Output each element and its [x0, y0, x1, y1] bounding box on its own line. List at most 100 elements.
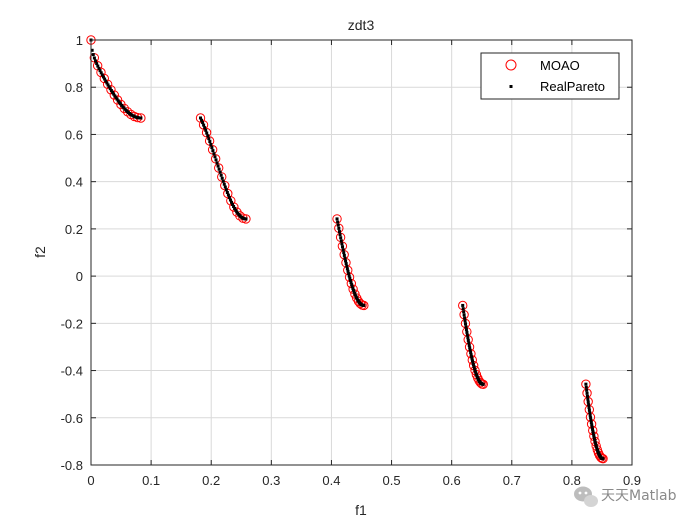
axes-box — [90, 39, 633, 466]
realpareto-point — [98, 69, 102, 73]
realpareto-point — [204, 128, 208, 132]
legend-box — [480, 52, 620, 100]
moao-point — [106, 85, 116, 95]
realpareto-point — [341, 245, 345, 249]
realpareto-point — [589, 416, 593, 420]
plot-area — [91, 40, 632, 465]
realpareto-point — [592, 437, 596, 441]
realpareto-point — [589, 418, 593, 422]
realpareto-point — [349, 281, 353, 285]
realpareto-point — [225, 191, 229, 195]
realpareto-point — [465, 333, 469, 337]
x-tick-label: 0 — [87, 473, 94, 488]
moao-point — [217, 172, 227, 182]
realpareto-point — [472, 364, 476, 368]
x-tick-label: 0.9 — [623, 473, 641, 488]
realpareto-point — [244, 217, 248, 221]
realpareto-point — [342, 253, 346, 257]
realpareto-point — [95, 62, 99, 66]
realpareto-point — [584, 385, 588, 389]
realpareto-point — [468, 346, 472, 350]
realpareto-point — [587, 403, 591, 407]
realpareto-point — [212, 152, 216, 156]
y-tick-label: 1 — [76, 33, 83, 48]
realpareto-point — [341, 248, 345, 252]
legend: MOAO RealPareto — [480, 52, 620, 100]
realpareto-point — [215, 161, 219, 165]
realpareto-point — [589, 421, 593, 425]
x-tick-label: 0.1 — [142, 473, 160, 488]
realpareto-point — [590, 423, 594, 427]
y-axis-title: f2 — [32, 246, 48, 258]
realpareto-point — [336, 220, 340, 224]
realpareto-point — [232, 205, 236, 209]
moao-point — [220, 180, 230, 191]
realpareto-point — [593, 440, 597, 444]
realpareto-point — [109, 89, 113, 93]
y-tick-label: 0.4 — [65, 175, 83, 190]
realpareto-point — [351, 286, 355, 290]
realpareto-point — [206, 134, 210, 138]
realpareto-point — [469, 350, 473, 354]
y-tick-label: -0.8 — [61, 458, 83, 473]
realpareto-point — [221, 179, 225, 183]
realpareto-point — [90, 48, 94, 52]
realpareto-point — [227, 196, 231, 200]
realpareto-point — [590, 425, 594, 429]
realpareto-point — [469, 353, 473, 357]
x-axis-ticks: 0 0.1 0.2 0.3 0.4 0.5 0.6 0.7 0.8 0.9 — [87, 40, 641, 488]
moao-point — [96, 67, 106, 78]
realpareto-point — [464, 322, 468, 326]
realpareto-point — [337, 226, 341, 230]
realpareto-point — [228, 198, 232, 202]
chart-title: zdt3 — [348, 17, 375, 33]
realpareto-point — [230, 200, 234, 204]
realpareto-point — [585, 394, 589, 398]
realpareto-point — [222, 182, 226, 186]
realpareto-point — [348, 276, 352, 280]
realpareto-point — [339, 236, 343, 240]
realpareto-point — [585, 391, 589, 395]
realpareto-point — [91, 53, 95, 57]
realpareto-point — [463, 319, 467, 323]
realpareto-point — [471, 363, 475, 367]
y-tick-label: 0.6 — [65, 127, 83, 142]
x-tick-label: 0.3 — [262, 473, 280, 488]
realpareto-point — [202, 123, 206, 127]
realpareto-point — [339, 239, 343, 243]
moao-point — [122, 107, 133, 117]
realpareto-point — [106, 83, 110, 87]
realpareto-point — [223, 185, 227, 189]
realpareto-point — [344, 262, 348, 266]
realpareto-point — [217, 167, 221, 171]
x-tick-label: 0.8 — [563, 473, 581, 488]
realpareto-point — [108, 87, 112, 91]
realpareto-point — [586, 397, 590, 401]
realpareto-point — [467, 341, 471, 345]
moao-point — [596, 452, 606, 462]
realpareto-point — [203, 126, 207, 130]
realpareto-point — [465, 330, 469, 334]
moao-point — [235, 211, 245, 221]
legend-marker-realpareto — [509, 85, 513, 88]
realpareto-point — [473, 368, 477, 372]
realpareto-point — [466, 338, 470, 342]
realpareto-point — [113, 94, 117, 98]
realpareto-point — [338, 233, 342, 237]
realpareto-point — [210, 146, 214, 150]
realpareto-point — [470, 357, 474, 361]
realpareto-point — [97, 66, 101, 70]
realpareto-point — [139, 116, 143, 120]
realpareto-point — [104, 79, 108, 83]
legend-label-realpareto: RealPareto — [540, 79, 605, 94]
x-axis-title: f1 — [355, 502, 367, 518]
realpareto-point — [92, 56, 96, 60]
realpareto-point — [351, 288, 355, 292]
realpareto-point — [216, 164, 220, 168]
realpareto-point — [591, 431, 595, 435]
moao-point — [475, 378, 486, 388]
realpareto-point — [234, 208, 238, 212]
realpareto-point — [467, 343, 471, 347]
y-tick-label: -0.2 — [61, 316, 83, 331]
